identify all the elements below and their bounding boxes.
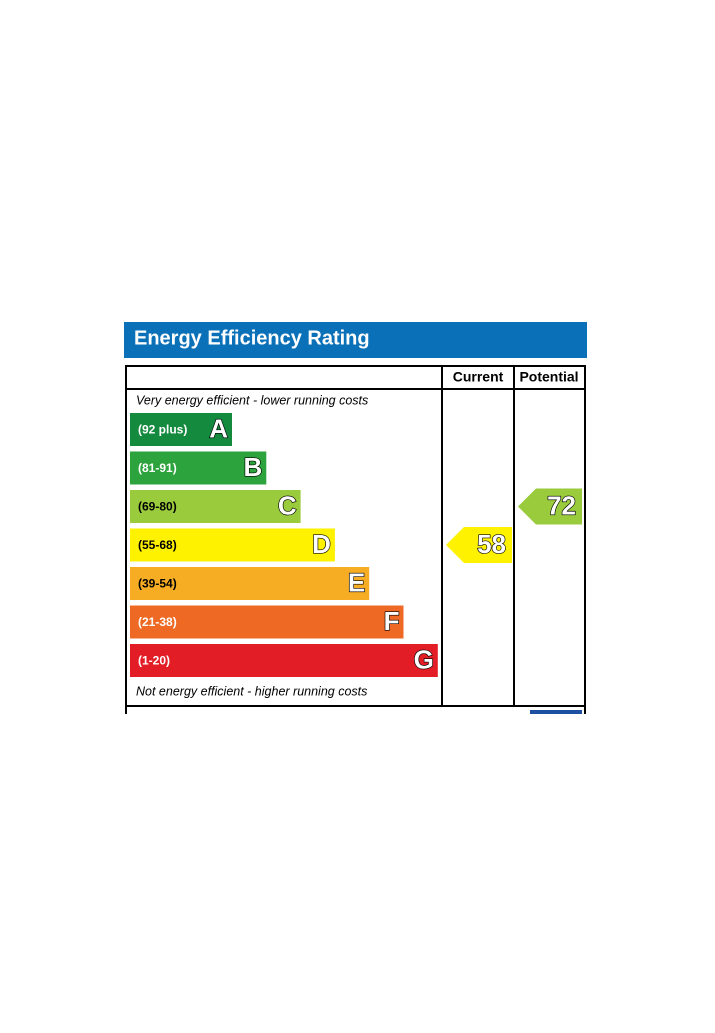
rating-value: 72 — [547, 490, 576, 520]
band-letter: E — [348, 567, 365, 597]
band-bar — [130, 644, 438, 677]
band-bar — [130, 490, 301, 523]
column-header: Potential — [519, 369, 578, 385]
band-letter: F — [384, 606, 400, 636]
band-letter: D — [312, 529, 331, 559]
band-range: (69-80) — [138, 500, 177, 514]
band-range: (1-20) — [138, 654, 170, 668]
title-bar — [124, 322, 587, 358]
band-bar — [130, 567, 370, 600]
bottom-note: Not energy efficient - higher running co… — [136, 684, 367, 698]
crop-mask — [0, 714, 715, 1033]
band-letter: A — [209, 413, 228, 443]
band-range: (21-38) — [138, 615, 177, 629]
band-range: (55-68) — [138, 538, 177, 552]
top-note: Very energy efficient - lower running co… — [136, 393, 368, 407]
band-range: (92 plus) — [138, 423, 187, 437]
rating-arrow — [446, 527, 512, 563]
chart-title: Energy Efficiency Rating — [134, 327, 370, 349]
rating-value: 58 — [477, 529, 506, 559]
band-letter: C — [278, 490, 297, 520]
band-bar — [130, 451, 267, 485]
band-bar — [130, 605, 404, 639]
band-bar — [130, 413, 232, 446]
column-header: Current — [453, 369, 504, 385]
rating-arrow — [518, 488, 582, 525]
band-letter: B — [244, 452, 263, 482]
band-letter: G — [414, 644, 434, 674]
band-range: (39-54) — [138, 577, 177, 591]
band-range: (81-91) — [138, 461, 177, 475]
band-bar — [130, 528, 335, 562]
